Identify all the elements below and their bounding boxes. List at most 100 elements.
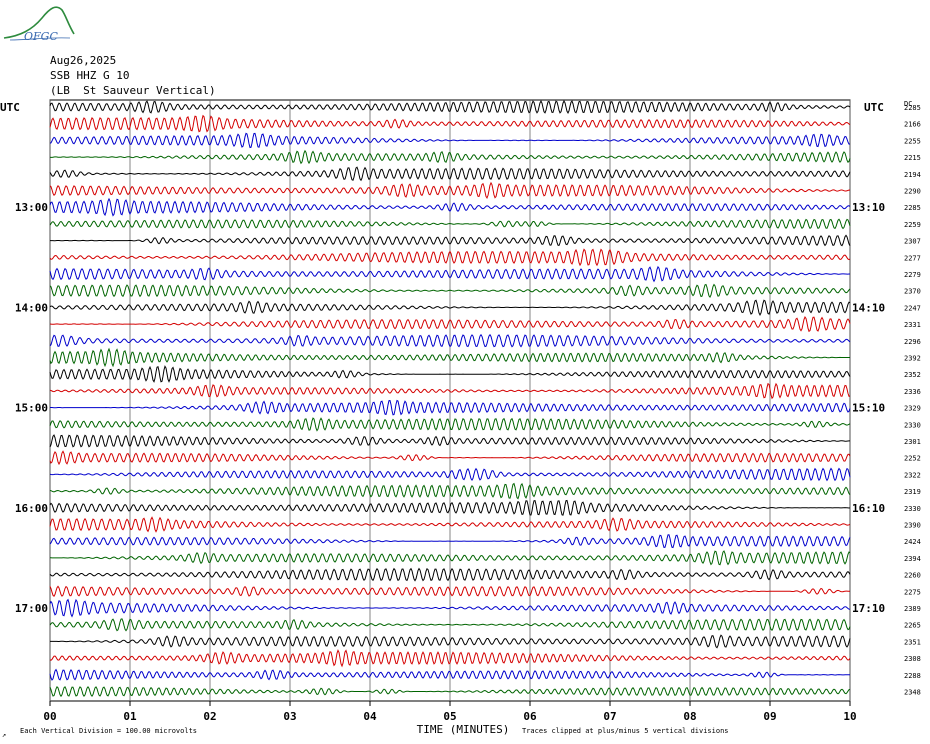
x-tick-label: 03 [283,710,296,723]
seismic-trace [49,100,851,114]
seismic-trace [49,248,851,267]
dc-header: DC [904,100,912,108]
hour-label-right: 15:10 [852,402,885,415]
hour-label-left: 17:00 [15,602,48,615]
seismic-traces [49,100,851,698]
dc-offset-label: 2215 [904,154,921,162]
hour-label-left: 13:00 [15,201,48,214]
dc-offset-label: 2352 [904,371,921,379]
dc-offset-label: 2336 [904,388,921,396]
axis-labels: 00 01 02 03 04 05 06 07 08 09 10 UTC UTC DC 13:00 14:00… [0,100,921,739]
x-tick-label: 10 [843,710,856,723]
seismic-trace [49,181,851,199]
seismic-trace [49,434,850,448]
dc-offset-label: 2394 [904,555,921,563]
seismic-trace [50,634,851,649]
seismic-trace [49,166,851,182]
seismic-trace [49,114,851,133]
dc-offset-label: 2290 [904,188,921,196]
dc-offset-label: 2275 [904,588,921,596]
seismic-trace [49,347,850,368]
seismic-trace [49,132,851,149]
dc-offset-label: 2255 [904,137,921,145]
x-tick-label: 05 [443,710,456,723]
hour-label-right: 17:10 [852,602,885,615]
x-tick-label: 07 [603,710,616,723]
x-tick-label: 06 [523,710,537,723]
dc-offset-label: 2307 [904,238,921,246]
x-tick-label: 02 [203,710,216,723]
x-tick-label: 08 [683,710,696,723]
utc-right-label: UTC [864,101,884,114]
seismic-trace [49,618,851,632]
seismic-trace [49,567,851,582]
seismic-trace [49,283,851,299]
hour-label-right: 14:10 [852,301,885,314]
dc-offset-label: 2389 [904,605,921,613]
location-label: (LB St Sauveur Vertical) [50,84,216,97]
seismic-trace [49,382,851,400]
dc-offset-label: 2308 [904,655,921,663]
hour-label-left: 14:00 [15,301,48,314]
date-label: Aug26,2025 [50,54,117,67]
logo-mountain-icon [3,6,75,39]
x-tick-label: 09 [763,710,776,723]
seismic-trace [49,265,850,283]
seismic-trace [49,598,851,618]
dc-offset-label: 2247 [904,304,921,312]
seismic-trace [49,450,851,466]
dc-offset-label: 2392 [904,355,921,363]
footer-scale-note: Each Vertical Division = 100.00 microvol… [20,727,197,735]
seismic-trace [49,333,851,348]
dc-offset-label: 2296 [904,338,921,346]
x-tick-label: 01 [123,710,137,723]
dc-offset-label: 2285 [904,204,921,212]
seismic-trace [49,668,851,681]
seismic-trace [49,585,850,597]
dc-offset-label: 2351 [904,638,921,646]
dc-offset-label: 2424 [904,538,921,546]
x-tick-label: 04 [363,710,377,723]
dc-offset-label: 2285 [904,104,921,112]
dc-offset-label: 2370 [904,288,921,296]
dc-offset-label: 2265 [904,622,921,630]
seismic-trace [50,399,851,416]
dc-offset-label: 2390 [904,522,921,530]
dc-offset-label: 2301 [904,438,921,446]
utc-left-label: UTC [0,101,20,114]
seismic-trace [49,218,851,230]
hour-label-left: 16:00 [15,502,48,515]
seismic-trace [49,482,851,500]
dc-offset-label: 2279 [904,271,921,279]
seismic-trace [49,685,851,698]
seismic-trace [49,649,851,668]
seismic-trace [49,516,851,533]
dc-offset-label: 2322 [904,471,921,479]
seismic-trace [49,315,851,333]
hour-label-right: 16:10 [852,502,885,515]
dc-offset-label: 2331 [904,321,921,329]
dc-offset-label: 2252 [904,455,921,463]
dc-offset-label: 2259 [904,221,921,229]
x-axis-title: TIME (MINUTES) [417,723,510,736]
logo: OFGC [3,6,75,43]
seismic-trace [49,197,851,217]
dc-offset-label: 2330 [904,421,921,429]
seismic-trace [49,499,851,516]
seismic-trace [49,417,851,432]
hour-label-left: 15:00 [15,402,48,415]
dc-offset-label: 2319 [904,488,921,496]
dc-offset-label: 2194 [904,171,921,179]
dc-offset-label: 2277 [904,254,921,262]
footer-mark: ↗ [2,731,6,739]
hour-label-right: 13:10 [852,201,885,214]
dc-offset-label: 2329 [904,405,921,413]
footer-clip-note: Traces clipped at plus/minus 5 vertical … [522,727,729,735]
seismic-trace [50,550,851,566]
station-label: SSB HHZ G 10 [50,69,130,82]
dc-offset-label: 2166 [904,121,921,129]
seismic-trace [49,149,851,165]
seismic-trace [49,365,851,383]
seismic-trace [49,467,851,482]
